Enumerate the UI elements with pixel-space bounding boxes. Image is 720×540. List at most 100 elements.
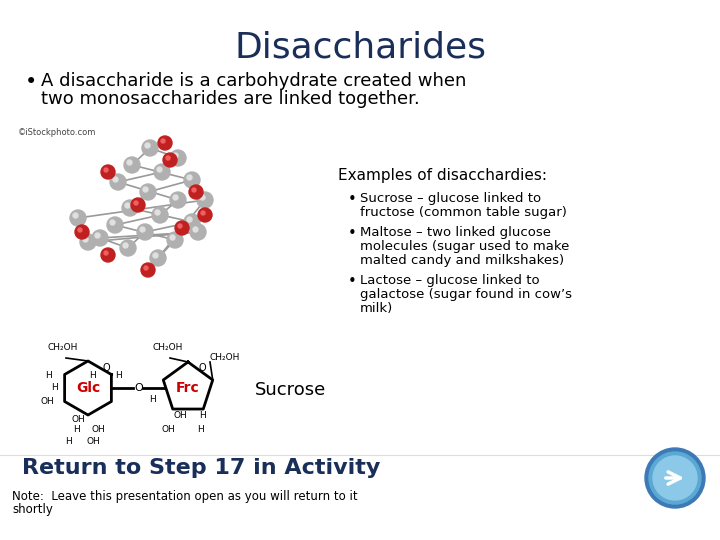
Circle shape xyxy=(113,177,118,182)
Text: CH₂OH: CH₂OH xyxy=(48,343,78,353)
Text: Note:  Leave this presentation open as you will return to it: Note: Leave this presentation open as yo… xyxy=(12,490,358,503)
Circle shape xyxy=(142,140,158,156)
Text: CH₂OH: CH₂OH xyxy=(153,343,183,353)
Circle shape xyxy=(141,263,155,277)
Circle shape xyxy=(173,153,178,158)
Text: H: H xyxy=(89,370,96,380)
Text: OH: OH xyxy=(161,426,175,435)
Circle shape xyxy=(198,208,212,222)
Circle shape xyxy=(152,207,168,223)
Circle shape xyxy=(167,232,183,248)
Circle shape xyxy=(153,253,158,258)
Circle shape xyxy=(192,188,196,192)
Circle shape xyxy=(123,243,128,248)
Text: galactose (sugar found in cow’s: galactose (sugar found in cow’s xyxy=(360,288,572,301)
Circle shape xyxy=(154,164,170,180)
Circle shape xyxy=(120,240,136,256)
Circle shape xyxy=(155,210,160,215)
Circle shape xyxy=(75,225,89,239)
Circle shape xyxy=(124,157,140,173)
Circle shape xyxy=(101,248,115,262)
Circle shape xyxy=(83,237,88,242)
Circle shape xyxy=(200,195,205,200)
Circle shape xyxy=(175,221,189,235)
Circle shape xyxy=(78,228,82,232)
Text: O: O xyxy=(102,363,110,373)
Circle shape xyxy=(645,448,705,508)
Circle shape xyxy=(110,174,126,190)
Text: H: H xyxy=(199,410,205,420)
Circle shape xyxy=(107,217,123,233)
Text: Maltose – two linked glucose: Maltose – two linked glucose xyxy=(360,226,551,239)
Text: A disaccharide is a carbohydrate created when: A disaccharide is a carbohydrate created… xyxy=(41,72,467,90)
Circle shape xyxy=(197,192,213,208)
Circle shape xyxy=(170,150,186,166)
Text: O: O xyxy=(198,363,206,373)
Text: •: • xyxy=(25,72,37,92)
Circle shape xyxy=(140,184,156,200)
Text: Sucrose – glucose linked to: Sucrose – glucose linked to xyxy=(360,192,541,205)
Circle shape xyxy=(161,139,165,143)
Circle shape xyxy=(158,136,172,150)
Circle shape xyxy=(125,203,130,208)
Text: H: H xyxy=(65,437,71,447)
Text: OH: OH xyxy=(91,426,105,435)
Text: O: O xyxy=(134,383,143,393)
Circle shape xyxy=(163,153,177,167)
Text: H: H xyxy=(150,395,156,404)
Circle shape xyxy=(173,195,178,200)
Text: Examples of disacchardies:: Examples of disacchardies: xyxy=(338,168,547,183)
Circle shape xyxy=(134,201,138,205)
Circle shape xyxy=(104,251,108,255)
Text: malted candy and milkshakes): malted candy and milkshakes) xyxy=(360,254,564,267)
Circle shape xyxy=(184,172,200,188)
Text: •: • xyxy=(348,192,356,207)
Circle shape xyxy=(189,185,203,199)
Text: •: • xyxy=(348,226,356,241)
Circle shape xyxy=(157,167,162,172)
Text: OH: OH xyxy=(86,437,100,447)
Circle shape xyxy=(184,214,200,230)
Circle shape xyxy=(145,143,150,148)
Circle shape xyxy=(73,213,78,218)
Text: H: H xyxy=(116,370,122,380)
Circle shape xyxy=(104,168,108,172)
Circle shape xyxy=(170,235,175,240)
Circle shape xyxy=(110,220,115,225)
Circle shape xyxy=(653,456,697,500)
Text: H: H xyxy=(73,426,79,435)
Circle shape xyxy=(92,230,108,246)
Circle shape xyxy=(143,187,148,192)
Circle shape xyxy=(144,266,148,270)
Circle shape xyxy=(187,175,192,180)
Text: Glc: Glc xyxy=(76,381,100,395)
Text: H: H xyxy=(197,426,203,435)
Circle shape xyxy=(101,165,115,179)
Text: H: H xyxy=(45,370,53,380)
Circle shape xyxy=(166,156,170,160)
Text: OH: OH xyxy=(71,415,85,424)
Text: molecules (sugar used to make: molecules (sugar used to make xyxy=(360,240,570,253)
Circle shape xyxy=(201,211,205,215)
Text: ©iStockphoto.com: ©iStockphoto.com xyxy=(18,128,96,137)
Text: Frc: Frc xyxy=(176,381,200,395)
Text: Disaccharides: Disaccharides xyxy=(234,30,486,64)
Circle shape xyxy=(178,224,182,228)
Circle shape xyxy=(190,224,206,240)
Circle shape xyxy=(127,160,132,165)
Text: Sucrose: Sucrose xyxy=(255,381,326,399)
Circle shape xyxy=(193,227,198,232)
Circle shape xyxy=(170,192,186,208)
Circle shape xyxy=(150,250,166,266)
Circle shape xyxy=(95,233,100,238)
Circle shape xyxy=(187,217,192,222)
Text: OH: OH xyxy=(173,410,187,420)
Circle shape xyxy=(649,452,701,504)
Text: fructose (common table sugar): fructose (common table sugar) xyxy=(360,206,567,219)
Text: •: • xyxy=(348,274,356,289)
Text: two monosaccharides are linked together.: two monosaccharides are linked together. xyxy=(41,90,420,108)
Circle shape xyxy=(131,198,145,212)
Text: OH: OH xyxy=(40,397,54,407)
Circle shape xyxy=(122,200,138,216)
Text: Return to Step 17 in Activity: Return to Step 17 in Activity xyxy=(22,458,380,478)
